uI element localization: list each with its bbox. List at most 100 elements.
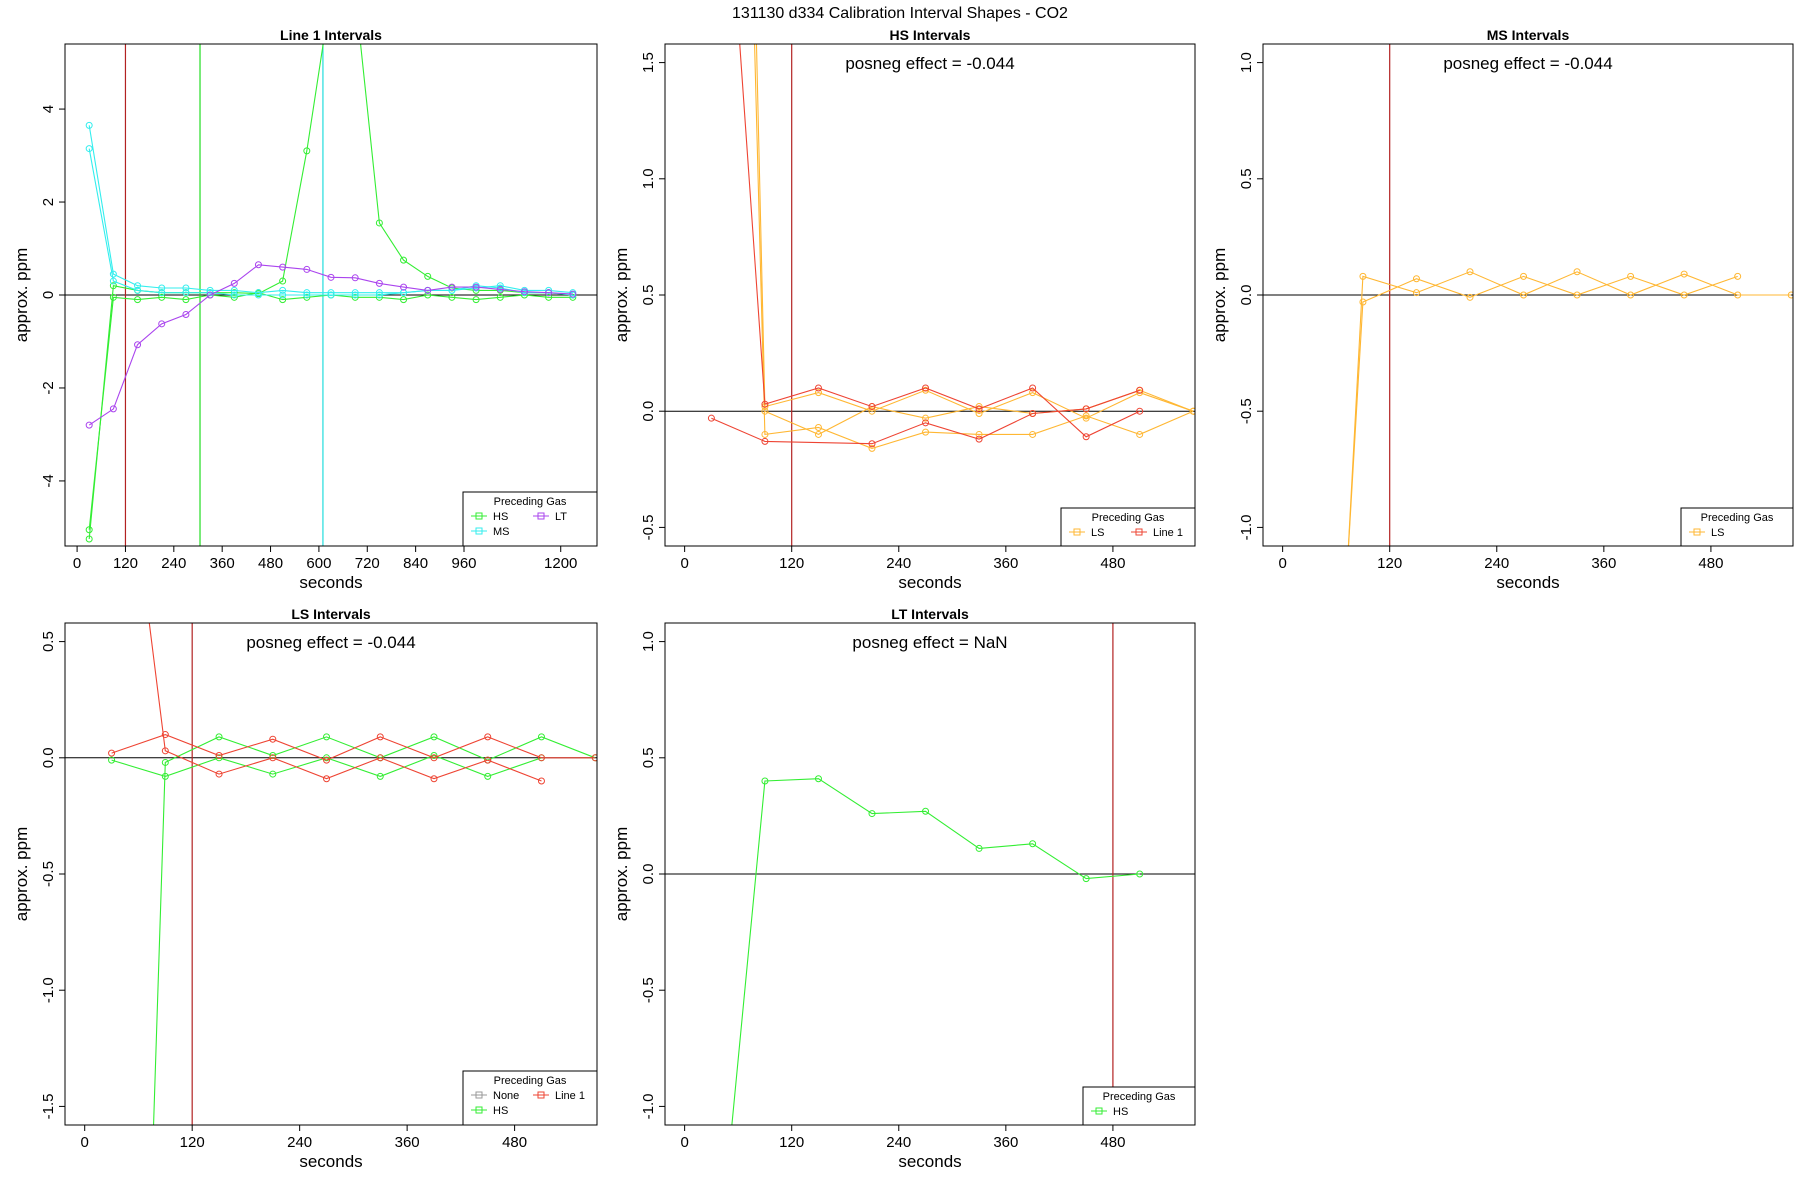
data-point [279, 291, 287, 299]
y-tick-label: -1.0 [1238, 514, 1255, 540]
legend-swatch-marker [537, 512, 545, 520]
data-point [545, 289, 553, 297]
data-point [545, 286, 553, 294]
data-point [206, 291, 214, 299]
data-point [975, 405, 983, 413]
data-point [591, 754, 597, 762]
data-point [814, 430, 822, 438]
y-tick-label: 0.0 [1238, 285, 1255, 306]
data-point [975, 410, 983, 418]
legend-box [1060, 507, 1196, 547]
legend-swatch-marker [1095, 1107, 1103, 1115]
legend-entry-label: HS [1113, 1106, 1128, 1118]
data-point [375, 219, 383, 227]
y-axis-label: approx. ppm [12, 827, 31, 922]
data-point [215, 751, 223, 759]
data-point [537, 777, 545, 785]
data-point [375, 279, 383, 287]
data-point [1627, 272, 1635, 280]
data-point [484, 733, 492, 741]
x-tick-label: 840 [403, 555, 428, 572]
data-point [327, 273, 335, 281]
y-tick-label: -2 [40, 381, 57, 394]
data-point [1734, 272, 1742, 280]
data-point [448, 283, 456, 291]
data-point [1029, 389, 1037, 397]
data-point [279, 286, 287, 294]
data-point [868, 444, 876, 452]
x-tick-label: 360 [1591, 555, 1616, 572]
y-tick-label: -4 [40, 474, 57, 487]
data-point [975, 844, 983, 852]
x-tick-label: 240 [1484, 555, 1509, 572]
data-point [327, 289, 335, 297]
data-point [279, 263, 287, 271]
data-point [1029, 430, 1037, 438]
legend-box [462, 1070, 598, 1126]
data-point [134, 286, 142, 294]
y-tick-label: 0.5 [640, 285, 657, 306]
x-tick-label: 480 [1100, 1134, 1125, 1151]
legend-entry-label: HS [493, 1105, 508, 1117]
plot-area [665, 44, 1195, 546]
data-point [158, 320, 166, 328]
data-point [484, 756, 492, 764]
y-tick-label: 1.0 [640, 168, 657, 189]
data-point [1680, 270, 1688, 278]
panel-4: LT Intervals 0 120 240 360 480 -1.0 -0.5 0.0 0.5 1… [612, 606, 1196, 1171]
data-point [1412, 275, 1420, 283]
x-axis-label: seconds [898, 573, 961, 592]
data-point [230, 291, 238, 299]
data-point [400, 283, 408, 291]
panel-title: HS Intervals [890, 27, 971, 43]
panel-title: LS Intervals [291, 606, 371, 622]
legend-title: Preceding Gas [1092, 512, 1165, 524]
data-point [303, 265, 311, 273]
data-point [158, 289, 166, 297]
data-point [1627, 291, 1635, 299]
data-point [109, 277, 117, 285]
data-point [85, 421, 93, 429]
data-point [158, 284, 166, 292]
data-point [376, 772, 384, 780]
y-tick-label: 0.0 [640, 864, 657, 885]
data-point [85, 145, 93, 153]
x-tick-label: 0 [680, 555, 688, 572]
x-tick-label: 480 [258, 555, 283, 572]
data-point [1359, 272, 1367, 280]
data-point [269, 754, 277, 762]
data-point [424, 272, 432, 280]
data-point [975, 435, 983, 443]
plot-area [665, 623, 1195, 1125]
series-line-line-1-3 [739, 44, 1140, 438]
data-point [868, 407, 876, 415]
data-point [375, 291, 383, 299]
data-point [351, 289, 359, 297]
data-point [108, 756, 116, 764]
legend: Preceding Gas LS Line 1 [1060, 507, 1196, 547]
plot-area [65, 44, 597, 546]
y-tick-label: -1.0 [640, 1093, 657, 1119]
data-point [161, 747, 169, 755]
data-point [569, 293, 577, 301]
panel-3: LS Intervals 0 120 240 360 480 -1.5 -1.0 -0.5 0.0… [12, 606, 598, 1171]
data-point [230, 293, 238, 301]
data-point [484, 772, 492, 780]
data-point [1082, 433, 1090, 441]
series-line-ms-2 [88, 125, 573, 294]
data-point [400, 296, 408, 304]
series-line-line-1-4 [711, 389, 1140, 445]
data-point [323, 756, 331, 764]
posneg-annotation: posneg effect = -0.044 [845, 54, 1014, 73]
legend-swatch-marker [475, 1091, 483, 1099]
data-point [1412, 289, 1420, 297]
data-point [215, 754, 223, 762]
data-point [1734, 291, 1742, 299]
data-point [975, 430, 983, 438]
plot-area [65, 623, 597, 1125]
x-tick-label: 720 [355, 555, 380, 572]
data-point [108, 749, 116, 757]
y-axis-label: approx. ppm [1210, 248, 1229, 343]
data-point [1520, 272, 1528, 280]
